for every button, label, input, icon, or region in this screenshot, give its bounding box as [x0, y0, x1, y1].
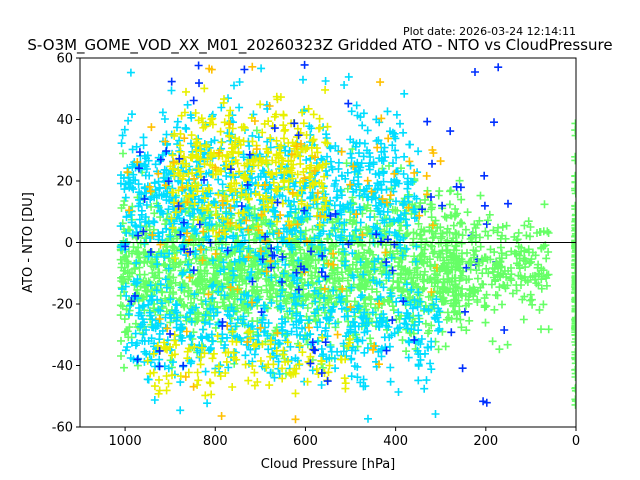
scatter-series-orange [123, 62, 445, 424]
x-tick-label: 600 [293, 434, 318, 449]
y-tick-label: -60 [52, 421, 73, 436]
data-points [116, 60, 576, 424]
y-tick-label: 20 [56, 175, 73, 190]
x-tick-label: 400 [383, 434, 408, 449]
y-tick-label: -20 [52, 298, 73, 313]
x-axis: 1000 800 600 400 200 0 [109, 427, 580, 449]
plot-date-label: Plot date: 2026-03-24 12:14:11 [403, 25, 576, 38]
y-tick-label: 0 [65, 236, 73, 251]
y-tick-label: 60 [56, 52, 73, 67]
y-tick-label: -40 [52, 359, 73, 374]
x-tick-label: 1000 [109, 434, 142, 449]
x-tick-label: 0 [572, 434, 580, 449]
x-axis-label: Cloud Pressure [hPa] [261, 457, 396, 472]
scatter-series-tail [437, 191, 553, 354]
x-tick-label: 200 [473, 434, 498, 449]
x-tick-label: 800 [203, 434, 228, 449]
y-tick-label: 40 [56, 113, 73, 128]
chart-title: S-O3M_GOME_VOD_XX_M01_20260323Z Gridded … [27, 36, 612, 55]
y-axis: -60 -40 -20 0 20 40 60 [52, 52, 80, 436]
y-axis-label: ATO - NTO [DU] [21, 192, 36, 293]
scatter-series-blue [121, 60, 512, 407]
